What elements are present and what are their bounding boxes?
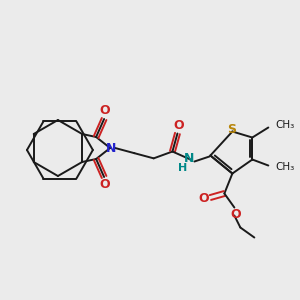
Text: O: O: [198, 192, 209, 205]
Text: O: O: [230, 208, 241, 221]
Text: H: H: [178, 163, 187, 172]
Text: CH₃: CH₃: [275, 161, 295, 172]
Text: O: O: [100, 104, 110, 118]
Text: S: S: [227, 123, 236, 136]
Text: N: N: [184, 152, 195, 165]
Text: O: O: [173, 119, 184, 132]
Text: CH₃: CH₃: [275, 119, 295, 130]
Text: N: N: [106, 142, 116, 154]
Text: O: O: [100, 178, 110, 191]
